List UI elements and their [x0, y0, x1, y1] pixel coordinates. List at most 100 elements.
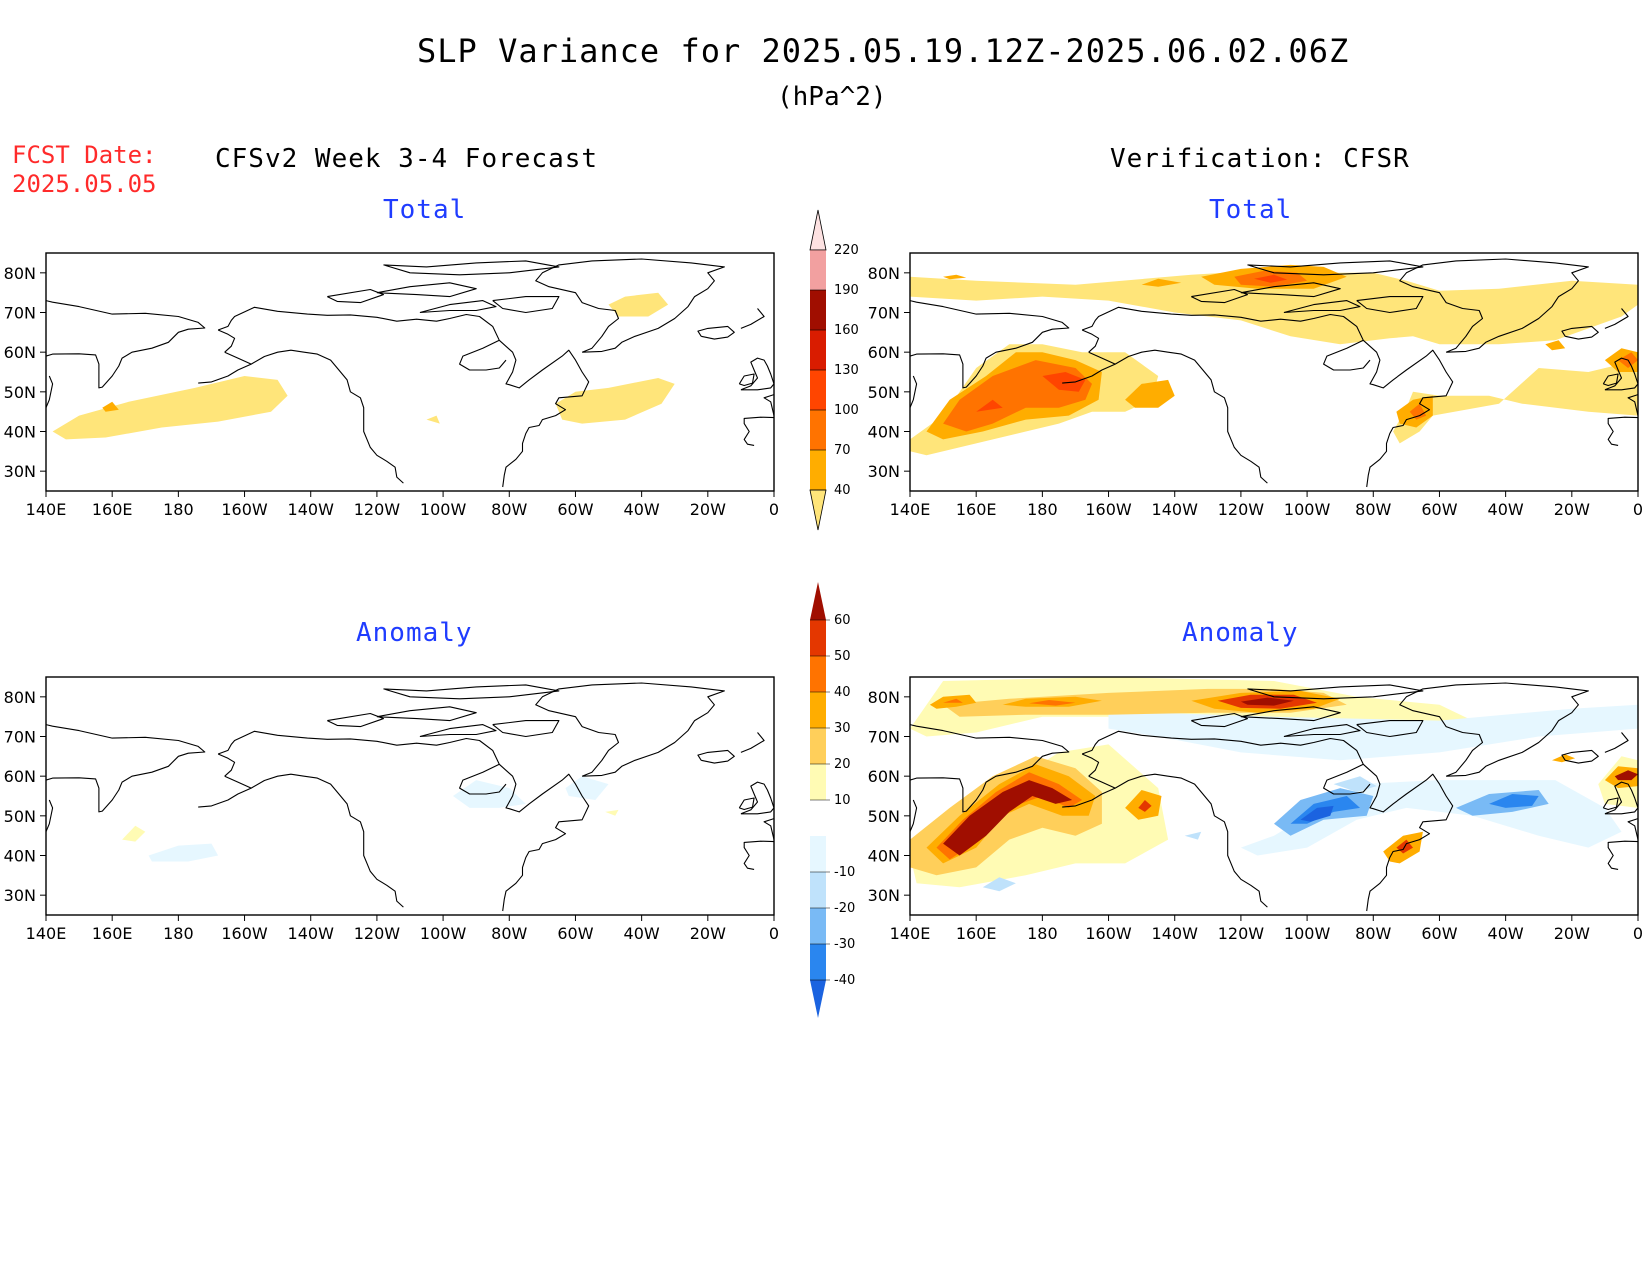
contour-fill [943, 274, 967, 280]
anomaly-colorbar: -40 -30 -20 -10 10 20 30 40 50 60 [810, 582, 855, 1018]
contour-fill [555, 378, 675, 424]
colorbar-segment [810, 944, 826, 980]
colorbar-label: 190 [834, 283, 859, 298]
contour-fill [605, 809, 619, 816]
coastline [743, 416, 774, 446]
figure-title: SLP Variance for 2025.05.19.12Z-2025.06.… [417, 32, 1350, 70]
lon-label: 80W [1355, 924, 1391, 943]
lat-label: 50N [868, 383, 900, 402]
map-background [46, 677, 774, 915]
coastline [535, 258, 725, 353]
lon-label: 80W [491, 924, 527, 943]
coastline [327, 288, 385, 304]
coastline [1283, 724, 1361, 738]
colorbar-segment [810, 872, 826, 908]
coastline [1081, 306, 1454, 488]
forecast-anomaly-title: Anomaly [356, 618, 473, 648]
coastline [492, 720, 560, 738]
coastline [1240, 282, 1341, 298]
forecast-total-map: 80N 70N 60N 50N 40N 30N 140E 160E 180 160W 140W 120… [4, 252, 779, 519]
lon-label: 140E [26, 500, 67, 519]
lon-label: 20W [1554, 500, 1590, 519]
coastline [1627, 818, 1638, 840]
lat-label: 30N [4, 886, 36, 905]
colorbar-label: 50 [834, 649, 851, 664]
lon-label: 120W [1218, 924, 1265, 943]
units-label: (hPa^2) [777, 82, 887, 112]
lat-label: 80N [868, 688, 900, 707]
colorbar-segment [810, 330, 826, 370]
lon-label: 40W [1488, 500, 1524, 519]
coastline [740, 732, 765, 753]
colorbar-segment [810, 290, 826, 330]
colorbar-label: -30 [834, 937, 855, 952]
coastline [1561, 749, 1599, 764]
coastline [1602, 373, 1619, 387]
lon-label: 0 [769, 500, 779, 519]
contour-fill [148, 843, 219, 862]
contour-fill [1614, 770, 1638, 781]
coastline [198, 351, 252, 384]
coastline [740, 357, 774, 391]
lon-label: 160E [92, 924, 133, 943]
contour-fill [943, 780, 1073, 856]
coastline [1604, 781, 1638, 815]
lat-label: 80N [868, 264, 900, 283]
coastline [1247, 260, 1424, 276]
contour-fill [608, 292, 669, 317]
lat-label: 70N [4, 304, 36, 323]
colorbar-segment [810, 450, 826, 490]
colorbar-label: -10 [834, 865, 855, 880]
coastline [217, 730, 590, 912]
lon-label: 180 [163, 500, 194, 519]
contour-fill [1138, 800, 1152, 812]
contour-fill [976, 399, 1003, 412]
lon-label: 140E [890, 924, 931, 943]
lon-label: 160W [1085, 924, 1132, 943]
coastline [1604, 732, 1629, 753]
lon-label: 0 [1633, 924, 1643, 943]
lon-label: 60W [557, 500, 593, 519]
coastline [459, 339, 507, 371]
map-background [46, 253, 774, 491]
contour-fill [1141, 278, 1182, 287]
lon-label: 0 [769, 924, 779, 943]
colorbar-segment [810, 836, 826, 872]
lat-label: 60N [4, 767, 36, 786]
lon-label: 40W [624, 924, 660, 943]
contour-fill [426, 415, 440, 424]
lat-label: 40N [4, 423, 36, 442]
coastline [740, 308, 765, 329]
contour-fill [1108, 704, 1638, 761]
coastline [217, 306, 590, 488]
contour-fill [910, 268, 1638, 345]
colorbar-label: 60 [834, 613, 851, 628]
coastline [46, 375, 54, 408]
coastline [1081, 753, 1100, 777]
coastline [1607, 840, 1638, 870]
colorbar-label: 20 [834, 757, 851, 772]
coastline [376, 706, 477, 722]
coastline [1114, 773, 1268, 908]
coastline [1283, 300, 1361, 314]
coastline [217, 329, 236, 353]
coastline [763, 818, 774, 840]
coastline [738, 797, 755, 811]
lat-label: 30N [868, 462, 900, 481]
coastline [1191, 712, 1249, 728]
lon-label: 160E [956, 924, 997, 943]
coastline [250, 773, 404, 908]
coastline [1356, 296, 1424, 314]
coastline [1062, 775, 1116, 808]
colorbar-bottom-arrow [810, 980, 826, 1018]
lat-label: 70N [4, 728, 36, 747]
coastline [383, 684, 560, 700]
lat-label: 70N [868, 304, 900, 323]
lon-label: 120W [354, 500, 401, 519]
contour-fill [102, 401, 119, 412]
lat-label: 60N [868, 343, 900, 362]
lat-label: 60N [868, 767, 900, 786]
coastline [535, 682, 725, 777]
lon-label: 140E [890, 500, 931, 519]
colorbar-segment [810, 410, 826, 450]
